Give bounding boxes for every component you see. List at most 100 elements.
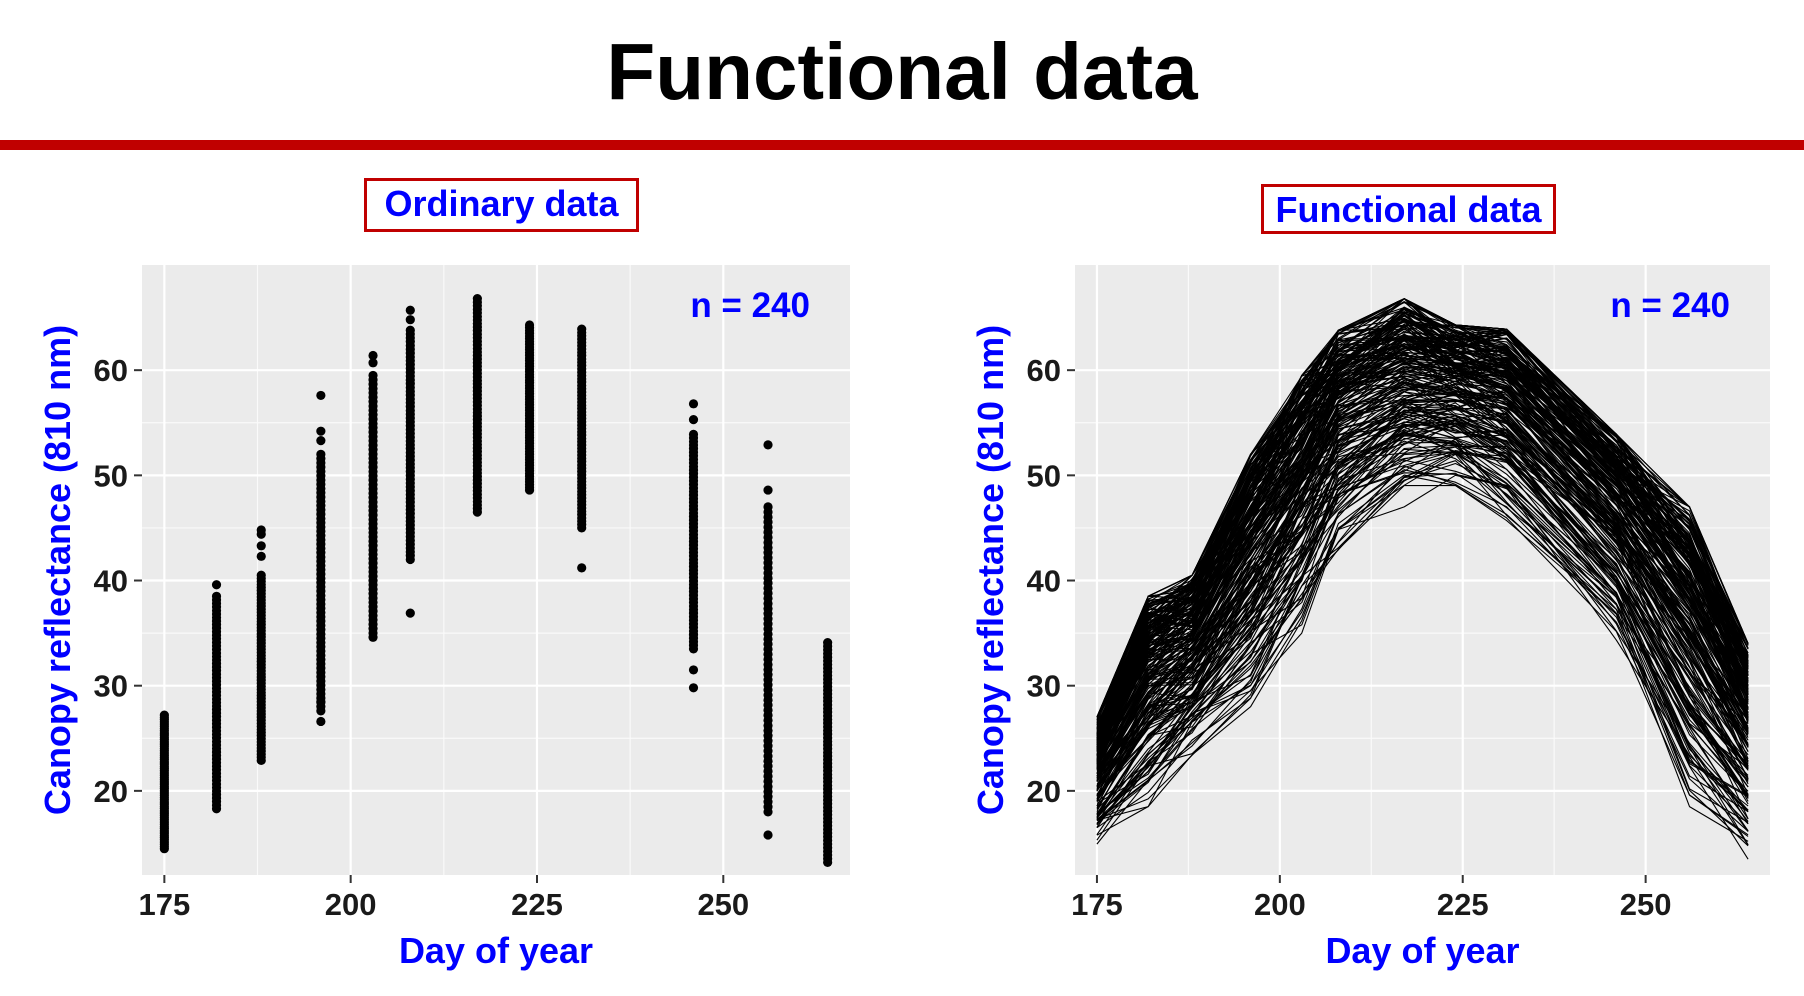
curve-line — [1096, 484, 1749, 841]
x-tick-label: 225 — [511, 887, 563, 922]
curve-line — [1096, 298, 1749, 718]
sample-size-annotation: n = 240 — [690, 286, 810, 325]
data-point — [256, 525, 266, 535]
curve-line — [1096, 440, 1749, 815]
curve-line — [1096, 366, 1749, 748]
data-point — [763, 485, 773, 495]
curve-line — [1096, 450, 1749, 832]
curve-line — [1096, 354, 1749, 741]
x-tick-label: 250 — [1620, 887, 1672, 922]
curve-line — [1096, 419, 1749, 787]
data-point — [577, 563, 587, 573]
curve-line — [1096, 318, 1749, 729]
curve-line — [1096, 312, 1749, 747]
data-point — [688, 683, 699, 693]
y-axis-title: Canopy reflectance (810 nm) — [37, 325, 78, 815]
y-axis-title: Canopy reflectance (810 nm) — [970, 325, 1011, 815]
x-axis-title: Day of year — [399, 930, 593, 971]
x-tick-label: 175 — [1071, 887, 1123, 922]
ordinary-data-chart: 175 200 225 250 20 30 40 50 60 Day of year Canopy … — [37, 265, 850, 971]
functional-data-title: Functional data — [1261, 184, 1556, 234]
data-point — [688, 665, 699, 675]
curve-line — [1096, 421, 1749, 814]
data-point — [577, 324, 587, 334]
curve-line — [1096, 318, 1749, 725]
curve-line — [1096, 381, 1749, 776]
curve-line — [1096, 453, 1749, 817]
curve-line — [1096, 409, 1749, 790]
curve-line — [1096, 324, 1749, 718]
scatter-points — [159, 294, 833, 867]
curve-line — [1096, 298, 1749, 730]
functional-data-chart: 175 200 225 250 20 30 40 50 60 Day of year Canopy … — [970, 265, 1770, 971]
curve-line — [1096, 418, 1749, 796]
curve-line — [1096, 378, 1749, 774]
data-point — [316, 716, 326, 727]
data-point — [472, 294, 482, 304]
curve-line — [1096, 426, 1749, 821]
data-point — [823, 637, 833, 648]
curve-line — [1096, 384, 1749, 782]
data-point — [763, 830, 773, 840]
curves — [1096, 298, 1749, 860]
curve-line — [1096, 404, 1749, 800]
curve-line — [1096, 405, 1749, 807]
data-point — [256, 570, 266, 580]
ordinary-data-title: Ordinary data — [364, 178, 639, 232]
data-point — [256, 541, 266, 551]
data-point — [368, 370, 378, 381]
y-tick-label: 20 — [94, 774, 128, 809]
data-point — [159, 710, 169, 720]
x-tick-label: 250 — [697, 887, 749, 922]
data-point — [316, 390, 326, 401]
x-tick-label: 200 — [325, 887, 377, 922]
curve-line — [1096, 337, 1749, 748]
data-point — [316, 449, 326, 459]
data-point — [763, 440, 773, 450]
curve-line — [1096, 362, 1749, 770]
data-point — [524, 320, 535, 330]
curve-line — [1096, 469, 1749, 846]
data-point — [368, 350, 378, 361]
curve-line — [1096, 413, 1749, 797]
curve-line — [1096, 338, 1749, 764]
curve-line — [1096, 321, 1749, 742]
data-point — [316, 696, 326, 707]
y-tick-label: 50 — [1027, 458, 1061, 493]
curve-line — [1096, 415, 1749, 810]
plot-panel — [142, 265, 850, 875]
y-tick-label: 50 — [94, 458, 128, 493]
y-tick-label: 30 — [94, 669, 128, 704]
y-tick-label: 60 — [1027, 353, 1061, 388]
x-tick-label: 175 — [138, 887, 190, 922]
curve-line — [1096, 373, 1749, 774]
curve-line — [1096, 335, 1749, 751]
data-point — [405, 305, 415, 315]
curve-line — [1096, 472, 1749, 823]
y-tick-label: 40 — [94, 564, 128, 599]
x-tick-label: 200 — [1254, 887, 1306, 922]
slide-title: Functional data — [606, 27, 1198, 116]
curve-line — [1096, 321, 1749, 735]
data-point — [405, 325, 415, 335]
x-tick-label: 225 — [1437, 887, 1489, 922]
data-point — [688, 415, 699, 425]
data-point — [256, 551, 266, 561]
data-point — [763, 502, 773, 512]
data-point — [211, 591, 222, 601]
x-axis-title: Day of year — [1325, 930, 1519, 971]
curve-line — [1096, 451, 1749, 819]
curve-line — [1096, 431, 1749, 820]
title-divider — [0, 140, 1804, 150]
data-point — [688, 429, 699, 439]
curve-line — [1096, 400, 1749, 790]
curve-line — [1096, 424, 1749, 796]
curve-line — [1096, 335, 1749, 725]
data-point — [211, 580, 222, 590]
data-point — [688, 399, 699, 409]
curve-line — [1096, 450, 1749, 825]
curve-line — [1096, 317, 1749, 741]
curve-line — [1096, 406, 1749, 796]
y-tick-label: 60 — [94, 353, 128, 388]
data-point — [316, 426, 326, 436]
